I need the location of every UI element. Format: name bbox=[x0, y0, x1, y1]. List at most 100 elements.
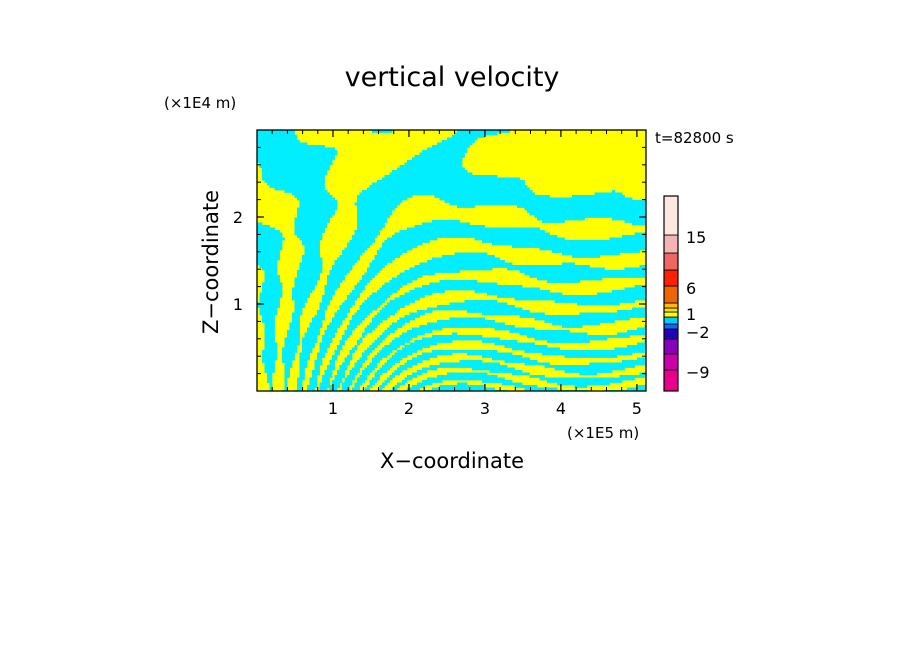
field-band bbox=[344, 360, 350, 363]
field-band bbox=[314, 360, 323, 363]
field-band bbox=[294, 277, 320, 281]
field-band bbox=[262, 352, 278, 356]
field-band bbox=[512, 372, 530, 376]
field-band bbox=[294, 305, 305, 308]
field-band bbox=[427, 147, 468, 151]
field-band bbox=[267, 182, 325, 186]
field-band bbox=[307, 330, 320, 333]
field-band bbox=[354, 287, 365, 291]
field-band bbox=[357, 380, 365, 383]
field-band bbox=[292, 290, 313, 293]
field-band bbox=[347, 325, 358, 328]
field-band bbox=[412, 385, 425, 388]
field-band bbox=[317, 357, 323, 361]
field-band bbox=[257, 137, 298, 141]
field-band bbox=[322, 380, 330, 383]
field-band bbox=[552, 250, 640, 253]
field-band bbox=[374, 340, 383, 343]
field-band bbox=[362, 302, 383, 306]
field-band bbox=[327, 367, 335, 371]
field-band bbox=[389, 300, 415, 303]
field-band bbox=[264, 277, 280, 281]
field-band bbox=[339, 305, 353, 308]
field-band bbox=[402, 380, 408, 383]
field-band bbox=[384, 175, 498, 178]
field-band bbox=[539, 377, 635, 381]
field-band bbox=[529, 375, 545, 378]
field-band bbox=[327, 365, 335, 368]
field-band bbox=[257, 242, 283, 246]
field-band bbox=[299, 265, 323, 268]
field-band bbox=[547, 340, 590, 343]
field-band bbox=[257, 157, 335, 161]
field-band bbox=[432, 335, 483, 338]
colorbar: −9 −21 6 15 bbox=[663, 195, 710, 392]
field-band bbox=[297, 272, 320, 276]
field-band bbox=[264, 367, 275, 371]
field-band bbox=[257, 225, 270, 228]
field-band bbox=[457, 130, 510, 133]
field-band bbox=[369, 322, 380, 326]
field-band bbox=[437, 320, 495, 323]
field-band bbox=[304, 247, 320, 251]
field-band bbox=[304, 335, 318, 338]
field-band bbox=[344, 357, 353, 361]
field-band bbox=[354, 312, 370, 316]
field-band bbox=[417, 382, 433, 386]
field-band bbox=[632, 307, 646, 311]
field-band bbox=[494, 342, 535, 346]
field-band bbox=[269, 382, 273, 386]
field-band bbox=[292, 295, 310, 298]
field-band bbox=[514, 385, 538, 388]
field-band bbox=[432, 350, 498, 353]
field-band bbox=[282, 360, 293, 363]
field-band bbox=[382, 332, 390, 336]
field-band bbox=[332, 320, 343, 323]
field-band bbox=[429, 282, 498, 286]
field-band bbox=[262, 167, 330, 171]
field-band bbox=[262, 357, 278, 361]
field-band bbox=[612, 290, 646, 293]
field-band bbox=[259, 297, 280, 301]
field-band bbox=[319, 382, 330, 386]
field-band bbox=[564, 370, 613, 373]
field-band bbox=[374, 315, 390, 318]
field-band bbox=[392, 355, 408, 358]
field-band bbox=[257, 150, 338, 153]
field-band bbox=[299, 355, 310, 358]
field-band bbox=[407, 330, 433, 333]
field-band bbox=[257, 142, 308, 146]
field-band bbox=[324, 292, 335, 296]
field-band bbox=[397, 367, 408, 371]
field-band bbox=[407, 387, 420, 391]
field-band bbox=[302, 350, 313, 353]
field-band bbox=[387, 302, 410, 306]
field-band bbox=[362, 190, 533, 193]
field-band bbox=[357, 225, 385, 228]
field-band bbox=[257, 135, 298, 138]
field-band bbox=[314, 315, 325, 318]
field-band bbox=[332, 267, 353, 271]
field-band bbox=[354, 285, 365, 288]
field-band bbox=[439, 197, 633, 201]
colorbar-swatch bbox=[663, 316, 679, 325]
field-band bbox=[302, 260, 323, 263]
field-band bbox=[337, 370, 345, 373]
field-band bbox=[342, 302, 355, 306]
field-band bbox=[419, 152, 465, 156]
colorbar-swatch bbox=[663, 338, 679, 355]
field-band bbox=[519, 270, 646, 273]
field-band bbox=[402, 347, 423, 351]
field-band bbox=[394, 385, 400, 388]
field-band bbox=[347, 295, 360, 298]
field-band bbox=[287, 335, 300, 338]
field-band bbox=[354, 345, 358, 348]
field-band bbox=[407, 227, 540, 231]
field-band bbox=[317, 355, 325, 358]
field-band bbox=[439, 385, 485, 388]
field-band bbox=[327, 282, 340, 286]
field-band bbox=[324, 290, 335, 293]
field-band bbox=[369, 380, 378, 383]
field-band bbox=[257, 252, 280, 256]
field-band bbox=[317, 312, 325, 316]
